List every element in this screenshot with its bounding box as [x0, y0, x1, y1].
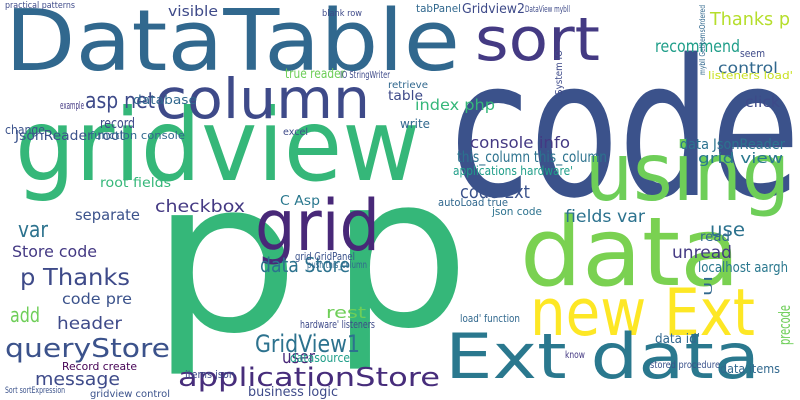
word: p Thanks — [20, 265, 130, 291]
word: UI — [702, 276, 715, 296]
word: grid GridPanel — [295, 250, 355, 263]
word: code pre — [62, 290, 132, 308]
word: DataTable — [5, 0, 460, 91]
word: database — [133, 93, 197, 107]
word: code Ext — [460, 182, 530, 203]
word: click — [745, 93, 780, 111]
word: column — [155, 67, 370, 131]
word: header — [57, 314, 122, 334]
word: applicationStore — [178, 363, 440, 393]
word: know — [565, 350, 585, 361]
word: index php — [415, 96, 495, 114]
word: practical patterns — [5, 1, 75, 11]
word: datasource — [290, 351, 350, 365]
word: Sort sortExpression — [5, 386, 65, 396]
word: message — [35, 369, 120, 390]
word: true reader — [285, 67, 346, 82]
word: items json — [185, 368, 235, 381]
word: example — [60, 99, 84, 112]
word: precode — [775, 305, 794, 345]
word: add — [10, 303, 40, 327]
word: blank row — [322, 9, 362, 19]
word: read — [700, 230, 730, 245]
word: mybll GetItemsOrdered — [698, 5, 707, 75]
word: hardware' listeners — [300, 318, 375, 331]
word: Record create — [62, 360, 137, 373]
word: seem — [740, 47, 765, 60]
word: this_column this_column — [457, 148, 607, 167]
word: p — [330, 130, 470, 375]
word: var — [18, 218, 49, 243]
word: recommend — [655, 37, 740, 57]
word: use — [710, 219, 745, 241]
word: gridview — [15, 87, 420, 204]
word: GridView1 — [255, 330, 360, 358]
word: IO StringWriter — [340, 70, 391, 81]
word: write — [400, 117, 430, 131]
word: JsonReader root — [14, 129, 125, 144]
word: grid view — [698, 151, 783, 167]
word: data id' — [655, 332, 700, 347]
word: queryStore — [5, 334, 170, 364]
word: business logic — [248, 385, 338, 400]
word: applications hardware' — [453, 164, 573, 178]
word: Ext data — [445, 320, 760, 393]
word: sort — [475, 5, 600, 75]
word: retrieve — [388, 80, 428, 91]
word: control — [718, 59, 778, 77]
word: asp net — [85, 89, 155, 114]
word: function console — [90, 129, 185, 142]
word: table — [388, 89, 423, 104]
word: grid — [255, 185, 380, 267]
word: load' function — [460, 312, 520, 325]
word: excel — [283, 127, 308, 138]
word: data JsonReader — [680, 137, 785, 153]
word: data items — [720, 362, 780, 376]
word: change — [5, 123, 45, 137]
word: p — [150, 135, 300, 380]
word: Store code — [12, 242, 97, 261]
word: C Asp — [280, 194, 320, 209]
word: user — [282, 347, 315, 368]
word: checkbox — [155, 197, 245, 217]
word: root fields' — [100, 176, 175, 191]
word: Thanks p — [709, 9, 790, 30]
word: stored procedure — [650, 360, 720, 371]
word: autoLoad true — [438, 196, 508, 209]
word: DataView mybll — [525, 5, 570, 15]
word: visible — [168, 4, 218, 20]
word: listeners load' — [708, 69, 793, 82]
word: localhost aargh — [698, 260, 788, 276]
word: separate — [75, 206, 140, 224]
word: Gridview2 — [462, 2, 525, 17]
word: record — [100, 116, 135, 132]
word: new Ext — [530, 276, 755, 351]
word: data Store — [260, 253, 350, 277]
word: using — [585, 126, 790, 219]
word: gridview control — [90, 389, 170, 400]
word: tabPanel — [416, 2, 461, 15]
word: code — [450, 19, 800, 240]
word: push this_column — [307, 260, 367, 271]
word: fields var — [565, 207, 645, 227]
word: rest — [326, 303, 366, 322]
word: json code — [491, 205, 542, 218]
word: System IO — [554, 50, 565, 95]
word: console info — [470, 133, 570, 152]
word: data — [520, 198, 740, 308]
word: unread — [672, 243, 732, 263]
